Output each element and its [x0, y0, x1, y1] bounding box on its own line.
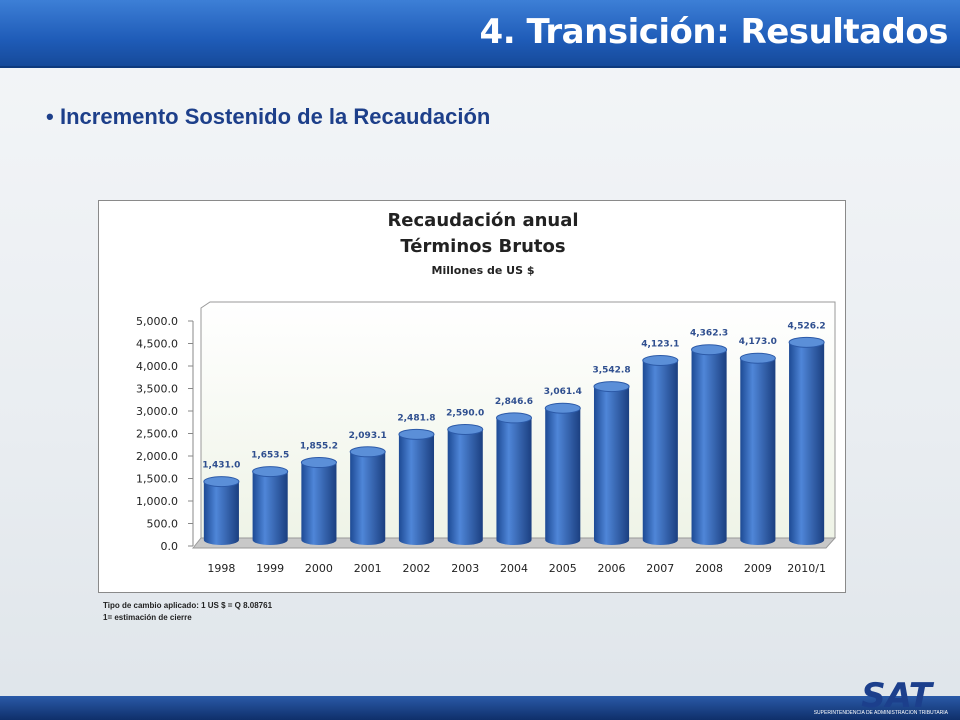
bar-body: [789, 342, 825, 545]
value-label: 1,653.5: [251, 451, 289, 461]
value-label: 4,526.2: [788, 321, 826, 331]
bar-top: [788, 336, 825, 348]
bar-top: [300, 457, 337, 469]
y-tick-label: 2,500.0: [136, 428, 178, 441]
value-label: 1,431.0: [202, 461, 240, 471]
value-label: 4,173.0: [739, 337, 777, 347]
bar: [593, 381, 630, 545]
note: 1= estimación de cierre: [103, 613, 192, 622]
bar: [203, 476, 240, 545]
value-label: 2,846.6: [495, 397, 533, 407]
y-tick-label: 0.0: [161, 540, 179, 553]
x-tick-label: 1998: [207, 562, 235, 575]
bar: [300, 457, 337, 545]
bar-body: [593, 386, 630, 545]
bar-top: [252, 466, 289, 478]
bar-body: [252, 471, 288, 545]
y-tick-label: 500.0: [147, 518, 179, 531]
bar: [544, 402, 581, 545]
value-label: 2,481.8: [397, 413, 435, 423]
x-tick-label: 2007: [646, 562, 674, 575]
bar-body: [496, 417, 532, 545]
y-tick-label: 5,000.0: [136, 315, 178, 328]
bar-body: [447, 429, 483, 545]
slide-title: 4. Transición: Resultados: [479, 12, 949, 52]
bar-body: [740, 358, 776, 545]
bar: [252, 466, 289, 545]
x-tick-label: 2006: [598, 562, 626, 575]
y-tick-label: 4,000.0: [136, 360, 178, 373]
x-tick-label: 2000: [305, 562, 333, 575]
y-tick-label: 3,000.0: [136, 405, 178, 418]
x-tick-label: 2008: [695, 562, 723, 575]
bar-top: [691, 344, 728, 356]
x-tick-label: 2004: [500, 562, 528, 575]
value-label: 4,362.3: [690, 329, 728, 339]
bar: [447, 423, 484, 545]
bar: [788, 336, 825, 545]
bar: [349, 446, 386, 545]
bar-top: [447, 423, 484, 435]
bar: [691, 344, 728, 545]
x-tick-label: 2010/1: [787, 562, 826, 575]
x-tick-label: 2009: [744, 562, 772, 575]
note: Tipo de cambio aplicado: 1 US $ = Q 8.08…: [103, 601, 273, 610]
chart-title: Recaudación anual: [387, 210, 578, 231]
bar: [495, 412, 533, 545]
bar-top: [398, 428, 435, 440]
logo: SAT: [861, 676, 932, 716]
bullet: Incremento Sostenido de la Recaudación: [46, 104, 490, 130]
bar-top: [203, 476, 240, 488]
value-label: 4,123.1: [641, 339, 679, 349]
bar-body: [642, 360, 678, 545]
bar-body: [350, 451, 386, 545]
unit-label: Millones de US $: [432, 264, 535, 277]
bar-top: [544, 402, 581, 414]
bar: [642, 354, 679, 545]
y-tick-label: 2,000.0: [136, 450, 178, 463]
x-tick-label: 2001: [354, 562, 382, 575]
bar-body: [203, 481, 239, 545]
value-label: 2,093.1: [349, 431, 387, 441]
y-tick-label: 3,500.0: [136, 383, 178, 396]
bar: [739, 352, 776, 545]
bar-top: [349, 446, 386, 458]
bar-top: [642, 354, 679, 366]
chart: Recaudación anual Términos Brutos Millon…: [98, 200, 846, 593]
bar-top: [739, 352, 776, 364]
value-label: 3,061.4: [544, 387, 582, 397]
x-tick-label: 2005: [549, 562, 577, 575]
bar: [398, 428, 435, 545]
y-tick-label: 4,500.0: [136, 338, 178, 351]
bar-top: [593, 381, 630, 393]
bar-body: [691, 349, 727, 545]
bar-body: [545, 408, 581, 545]
bar-body: [398, 434, 435, 545]
x-tick-label: 2003: [451, 562, 479, 575]
footer-bar: [0, 696, 960, 720]
x-tick-label: 2002: [402, 562, 430, 575]
value-label: 1,855.2: [300, 442, 338, 452]
chart-subtitle: Términos Brutos: [400, 236, 565, 257]
y-tick-label: 1,500.0: [136, 473, 178, 486]
value-label: 3,542.8: [592, 366, 630, 376]
value-label: 2,590.0: [446, 408, 484, 418]
y-tick-label: 1,000.0: [136, 495, 178, 508]
bar-body: [301, 462, 337, 545]
header-bar: [0, 0, 960, 68]
logo-tagline: SUPERINTENDENCIA DE ADMINISTRACION TRIBU…: [813, 710, 948, 716]
bar-top: [495, 412, 533, 424]
x-tick-label: 1999: [256, 562, 284, 575]
